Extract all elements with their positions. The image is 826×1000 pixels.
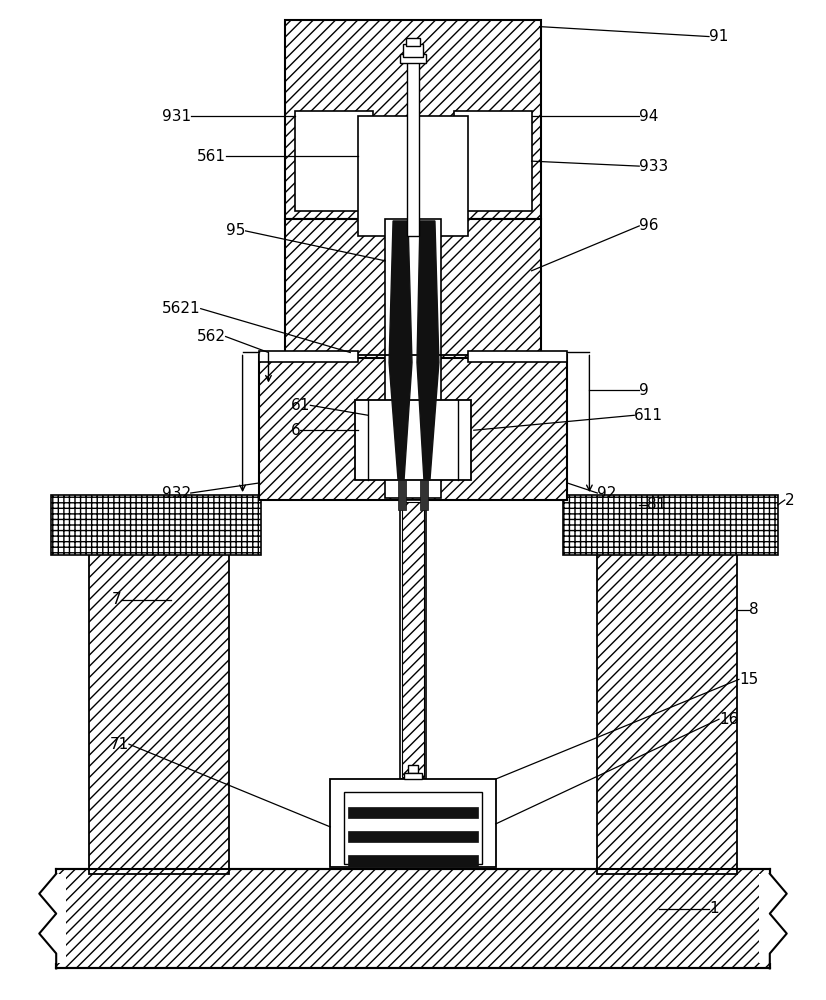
- Bar: [286, 219, 540, 358]
- Text: 933: 933: [639, 159, 668, 174]
- Text: 2: 2: [785, 493, 795, 508]
- Text: 9: 9: [639, 383, 649, 398]
- Text: 92: 92: [597, 486, 617, 501]
- Bar: [89, 500, 229, 874]
- Bar: [416, 116, 468, 236]
- Bar: [349, 807, 477, 818]
- Bar: [349, 831, 477, 842]
- Bar: [420, 480, 428, 510]
- Bar: [759, 874, 799, 963]
- Bar: [453, 111, 532, 211]
- Text: 91: 91: [709, 29, 729, 44]
- Bar: [400, 54, 426, 63]
- Text: 8: 8: [749, 602, 758, 617]
- Bar: [286, 20, 540, 219]
- Text: 96: 96: [639, 218, 659, 233]
- Text: 81: 81: [648, 497, 667, 512]
- Bar: [406, 38, 420, 46]
- Bar: [400, 500, 426, 779]
- Bar: [468, 351, 567, 362]
- Bar: [330, 779, 496, 867]
- Bar: [259, 351, 358, 362]
- Bar: [51, 495, 260, 555]
- Text: 15: 15: [739, 672, 758, 687]
- Polygon shape: [417, 221, 439, 480]
- Polygon shape: [389, 221, 412, 480]
- Text: 7: 7: [112, 592, 121, 607]
- Text: 611: 611: [634, 408, 663, 423]
- Text: 931: 931: [162, 109, 191, 124]
- Bar: [31, 874, 66, 963]
- Bar: [563, 495, 778, 555]
- Bar: [344, 792, 482, 864]
- Text: 562: 562: [197, 329, 225, 344]
- Bar: [408, 765, 418, 773]
- Text: 16: 16: [719, 712, 738, 727]
- Bar: [398, 480, 406, 510]
- Bar: [358, 116, 410, 236]
- Bar: [404, 773, 422, 779]
- Text: 561: 561: [197, 149, 225, 164]
- Bar: [349, 855, 477, 866]
- Text: 61: 61: [291, 398, 311, 413]
- Text: 71: 71: [110, 737, 129, 752]
- Bar: [296, 111, 373, 211]
- Bar: [597, 500, 737, 874]
- Text: 932: 932: [162, 486, 191, 501]
- Bar: [385, 219, 441, 498]
- Bar: [56, 869, 770, 968]
- Text: 94: 94: [639, 109, 658, 124]
- Bar: [355, 400, 471, 480]
- Bar: [407, 56, 419, 236]
- Text: 5621: 5621: [162, 301, 201, 316]
- Bar: [259, 355, 567, 500]
- Bar: [403, 44, 423, 57]
- Bar: [402, 502, 424, 777]
- Text: 6: 6: [291, 423, 301, 438]
- Text: 95: 95: [226, 223, 245, 238]
- Text: 1: 1: [709, 901, 719, 916]
